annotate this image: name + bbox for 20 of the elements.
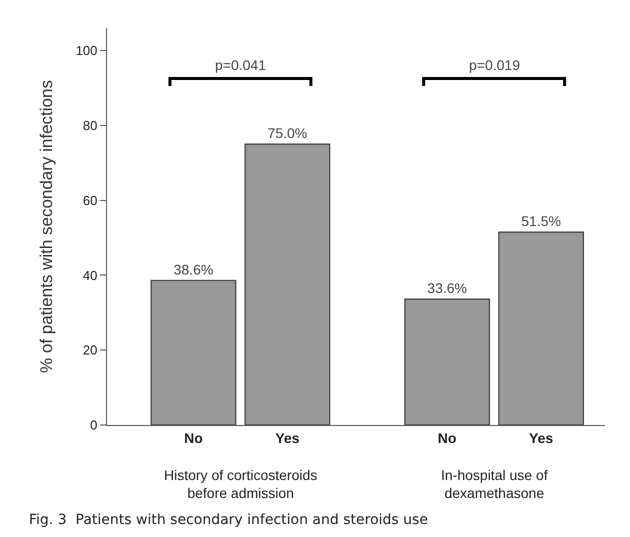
data-label: 51.5% bbox=[521, 213, 561, 230]
y-tick-label: 80 bbox=[82, 118, 98, 133]
annotation: p=0.019 bbox=[469, 57, 520, 73]
text: History of corticosteroids before admission bbox=[164, 467, 318, 502]
annotation: p=0.041 bbox=[215, 57, 266, 73]
data-label: 33.6% bbox=[427, 280, 467, 296]
y-tick-label: 40 bbox=[82, 268, 98, 283]
y-axis-title: % of patients with secondary infections bbox=[37, 80, 56, 373]
x-tick-label: No bbox=[438, 430, 456, 446]
data-label: 75.0% bbox=[268, 125, 308, 142]
y-tick-label: 20 bbox=[82, 342, 98, 358]
y-tick-label: 0 bbox=[90, 418, 98, 433]
x-tick-label: Yes bbox=[275, 430, 300, 446]
x-tick-label: Yes bbox=[529, 430, 554, 446]
y-tick-label: 100 bbox=[76, 43, 98, 58]
x-tick-label: No bbox=[184, 430, 203, 446]
y-tick-label: 60 bbox=[82, 192, 98, 208]
data-label: 38.6% bbox=[174, 261, 214, 278]
text: In-hospital use of dexamethasone bbox=[441, 467, 548, 502]
caption: Fig. 3 Patients with secondary infection and steroids use bbox=[29, 512, 428, 528]
